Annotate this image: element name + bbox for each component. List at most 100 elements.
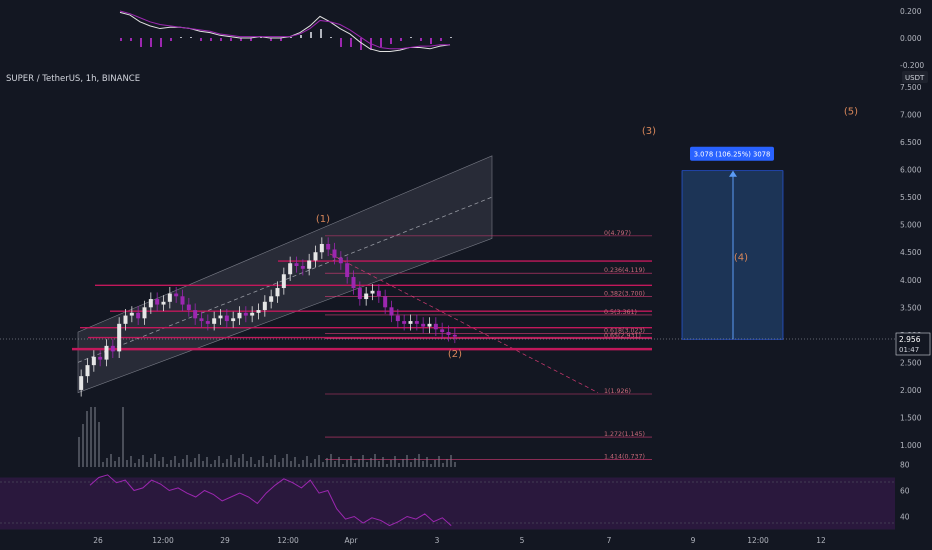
volume-bar: [230, 455, 232, 467]
macd-histogram-bar: [230, 38, 232, 41]
macd-histogram-bar: [270, 38, 272, 41]
volume-bar: [314, 459, 316, 467]
macd-histogram-bar: [400, 38, 402, 41]
macd-histogram-bar: [180, 37, 182, 38]
volume-bar: [146, 462, 148, 467]
volume-bar: [350, 456, 352, 467]
volume-bar: [254, 464, 256, 467]
price-tick-label: 3.500: [900, 303, 922, 312]
volume-bar: [174, 456, 176, 467]
volume-bar: [406, 455, 408, 467]
macd-histogram-bar: [260, 37, 262, 38]
volume-bar: [110, 454, 112, 467]
volume-bar: [282, 458, 284, 467]
volume-bar: [290, 461, 292, 467]
volume-bar: [334, 461, 336, 467]
volume-bar: [202, 461, 204, 467]
candle-body: [281, 274, 286, 289]
macd-histogram-bar: [350, 38, 352, 47]
volume-bar: [130, 456, 132, 467]
volume-bar: [430, 464, 432, 467]
macd-histogram-bar: [450, 37, 452, 38]
volume-bar: [422, 461, 424, 467]
time-tick-label: 7: [607, 536, 612, 545]
macd-histogram-bar: [250, 38, 252, 41]
candle-body: [224, 315, 229, 322]
currency-badge[interactable]: [902, 71, 928, 83]
candle-body: [250, 312, 255, 316]
macd-histogram-bar: [440, 38, 442, 41]
candle-body: [370, 290, 375, 294]
macd-histogram-bar: [390, 38, 392, 44]
volume-bar: [102, 462, 104, 467]
volume-bar: [398, 463, 400, 467]
candle-body: [376, 290, 381, 297]
price-tick-label: 6.500: [900, 138, 922, 147]
candle-body: [351, 277, 356, 289]
macd-histogram-bar: [170, 38, 172, 41]
volume-bar: [138, 459, 140, 467]
candle-body: [180, 296, 185, 305]
macd-tick-label: 0.000: [900, 34, 922, 43]
volume-bar: [218, 456, 220, 467]
volume-bar: [322, 462, 324, 467]
measure-label: 3.078 (106.25%) 3078: [694, 151, 771, 159]
candle-body: [199, 318, 204, 322]
channel-midline: [77, 196, 493, 363]
time-tick-label: Apr: [345, 536, 359, 545]
volume-bar: [78, 437, 80, 467]
volume-bar: [154, 454, 156, 467]
candle-body: [332, 249, 337, 258]
price-tick-label: 1.500: [900, 413, 922, 422]
candle-body: [395, 315, 400, 322]
candle-body: [205, 321, 210, 324]
volume-bar: [394, 456, 396, 467]
candle-body: [174, 293, 179, 297]
candle-body: [345, 263, 350, 278]
measure-tool[interactable]: 3.078 (106.25%) 3078: [681, 146, 784, 340]
candle-body: [364, 293, 369, 300]
macd-histogram-bar: [330, 37, 332, 38]
rsi-tick-label: 60: [900, 487, 910, 496]
macd-histogram-bar: [290, 37, 292, 38]
candle-body: [237, 312, 242, 319]
volume-bar: [266, 463, 268, 467]
candle-body: [275, 288, 280, 297]
fib-level-label: 0.5(3.361): [604, 309, 637, 316]
volume-bar: [426, 457, 428, 467]
volume-bar: [326, 458, 328, 467]
volume-bars: [78, 407, 456, 467]
time-tick-label: 3: [435, 536, 440, 545]
macd-histogram-bar: [190, 37, 192, 38]
volume-bar: [250, 457, 252, 467]
rsi-tick-label: 40: [900, 513, 910, 522]
time-tick-label: 12: [816, 536, 826, 545]
volume-bar: [190, 462, 192, 467]
volume-bar: [274, 455, 276, 467]
volume-bar: [214, 460, 216, 467]
last-price-badge: [895, 332, 931, 356]
support-lines[interactable]: [72, 260, 652, 351]
fib-level-label: 0.236(4.119): [604, 267, 645, 274]
time-tick-label: 9: [691, 536, 696, 545]
macd-histogram-bar: [150, 38, 152, 47]
candle-body: [313, 252, 318, 261]
macd-histogram-bar: [200, 38, 202, 41]
volume-bar: [118, 457, 120, 467]
candle-body: [142, 307, 147, 319]
candle-body: [414, 321, 419, 324]
price-candles: [79, 237, 457, 397]
measure-arrow-head: [729, 170, 737, 177]
macd-histogram-bar: [430, 38, 432, 44]
candle-body: [104, 345, 109, 360]
volume-bar: [114, 461, 116, 467]
currency-label: USDT: [905, 74, 925, 82]
candle-body: [433, 323, 438, 330]
price-tick-label: 2.500: [900, 358, 922, 367]
price-tick-label: 7.000: [900, 111, 922, 120]
candle-body: [167, 293, 172, 302]
volume-bar: [438, 456, 440, 467]
fib-retracement[interactable]: 0(4.797) 0.236(4.119) 0.382(3.700) 0.5(3.36…: [325, 230, 652, 461]
volume-bar: [338, 457, 340, 467]
